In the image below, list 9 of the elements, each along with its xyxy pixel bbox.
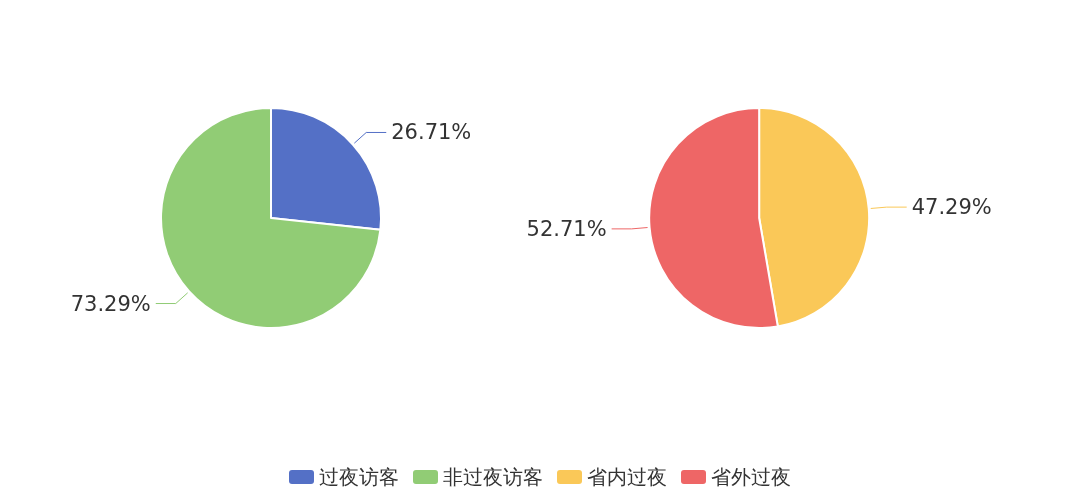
- data-label: 73.29%: [70, 291, 151, 316]
- legend-label: 过夜访客: [319, 465, 399, 489]
- legend-label: 省外过夜: [711, 465, 791, 489]
- data-label: 52.71%: [526, 216, 607, 241]
- data-label: 26.71%: [391, 120, 472, 145]
- legend-label: 非过夜访客: [443, 465, 543, 489]
- pie-slice: [160, 107, 382, 329]
- data-label: 47.29%: [911, 195, 992, 220]
- legend-label: 省内过夜: [587, 465, 667, 489]
